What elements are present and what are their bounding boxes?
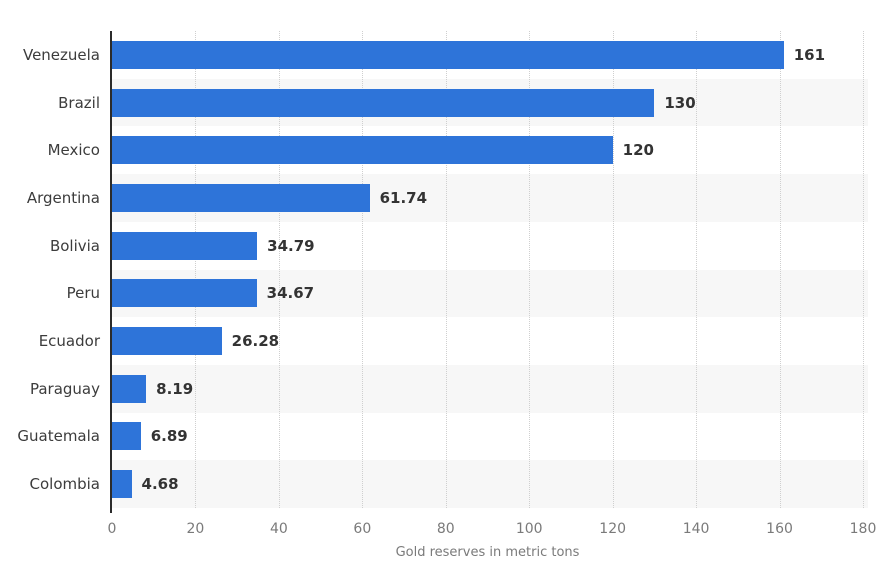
value-label: 26.28 bbox=[231, 332, 280, 351]
x-tick-label: 20 bbox=[186, 521, 205, 537]
value-label: 6.89 bbox=[150, 427, 188, 446]
value-label: 161 bbox=[793, 45, 826, 64]
value-label: 34.67 bbox=[266, 284, 315, 303]
row-stripe bbox=[112, 460, 868, 508]
bar-row: 120 bbox=[112, 126, 868, 174]
category-label-brazil: Brazil bbox=[58, 93, 100, 112]
bar-row: 26.28 bbox=[112, 317, 868, 365]
x-axis-title: Gold reserves in metric tons bbox=[395, 545, 580, 560]
x-tick-label: 80 bbox=[436, 521, 455, 537]
bar-peru[interactable] bbox=[112, 279, 257, 308]
value-label: 8.19 bbox=[156, 379, 194, 398]
gridline bbox=[779, 31, 781, 508]
bar-row: 34.67 bbox=[112, 270, 868, 318]
value-label: 130 bbox=[664, 93, 696, 112]
bar-row: 6.89 bbox=[112, 413, 868, 461]
bar-paraguay[interactable] bbox=[112, 374, 147, 403]
plot-area: 161 130 120 61.74 34.79 34.67 26.28 8.19 6.89 4.6… bbox=[110, 31, 868, 513]
bar-row: 161 bbox=[112, 31, 868, 79]
bar-row: 34.79 bbox=[112, 222, 868, 270]
value-label: 120 bbox=[622, 141, 654, 160]
y-axis-line bbox=[110, 31, 112, 513]
gridline bbox=[362, 31, 364, 508]
category-label-venezuela: Venezuela bbox=[22, 45, 100, 64]
x-tick-label: 120 bbox=[599, 521, 627, 537]
bar-guatemala[interactable] bbox=[112, 422, 141, 451]
x-tick-label: 180 bbox=[849, 521, 877, 537]
category-label-peru: Peru bbox=[66, 284, 100, 303]
bar-row: 61.74 bbox=[112, 174, 868, 222]
x-tick-label: 60 bbox=[353, 521, 372, 537]
category-label-argentina: Argentina bbox=[26, 188, 100, 207]
category-label-guatemala: Guatemala bbox=[17, 427, 100, 446]
value-label: 61.74 bbox=[379, 188, 428, 207]
bar-row: 130 bbox=[112, 79, 868, 127]
category-label-mexico: Mexico bbox=[47, 141, 100, 160]
x-tick-label: 100 bbox=[515, 521, 543, 537]
bar-row: 8.19 bbox=[112, 365, 868, 413]
bar-row: 4.68 bbox=[112, 460, 868, 508]
gridline bbox=[195, 31, 197, 508]
row-stripe bbox=[112, 364, 868, 413]
value-label: 4.68 bbox=[141, 475, 179, 494]
gridline bbox=[863, 31, 864, 508]
x-tick-label: 0 bbox=[107, 521, 117, 537]
x-tick-label: 40 bbox=[269, 521, 288, 537]
category-label-ecuador: Ecuador bbox=[38, 332, 100, 351]
bar-argentina[interactable] bbox=[112, 183, 370, 212]
gridline bbox=[529, 31, 531, 508]
bar-ecuador[interactable] bbox=[112, 327, 222, 356]
value-label: 34.79 bbox=[267, 236, 315, 255]
category-label-colombia: Colombia bbox=[29, 475, 101, 494]
bar-colombia[interactable] bbox=[112, 470, 132, 499]
bar-brazil[interactable] bbox=[112, 88, 655, 117]
category-label-bolivia: Bolivia bbox=[49, 236, 100, 255]
x-tick-label: 160 bbox=[766, 521, 793, 537]
bar-bolivia[interactable] bbox=[112, 231, 258, 260]
x-tick-label: 140 bbox=[682, 521, 710, 537]
gridline bbox=[278, 31, 280, 508]
gridline bbox=[445, 31, 447, 508]
bar-venezuela[interactable] bbox=[112, 40, 784, 69]
gridline bbox=[696, 31, 698, 508]
bar-mexico[interactable] bbox=[112, 136, 613, 165]
category-label-paraguay: Paraguay bbox=[29, 379, 100, 398]
gridline bbox=[612, 31, 614, 508]
